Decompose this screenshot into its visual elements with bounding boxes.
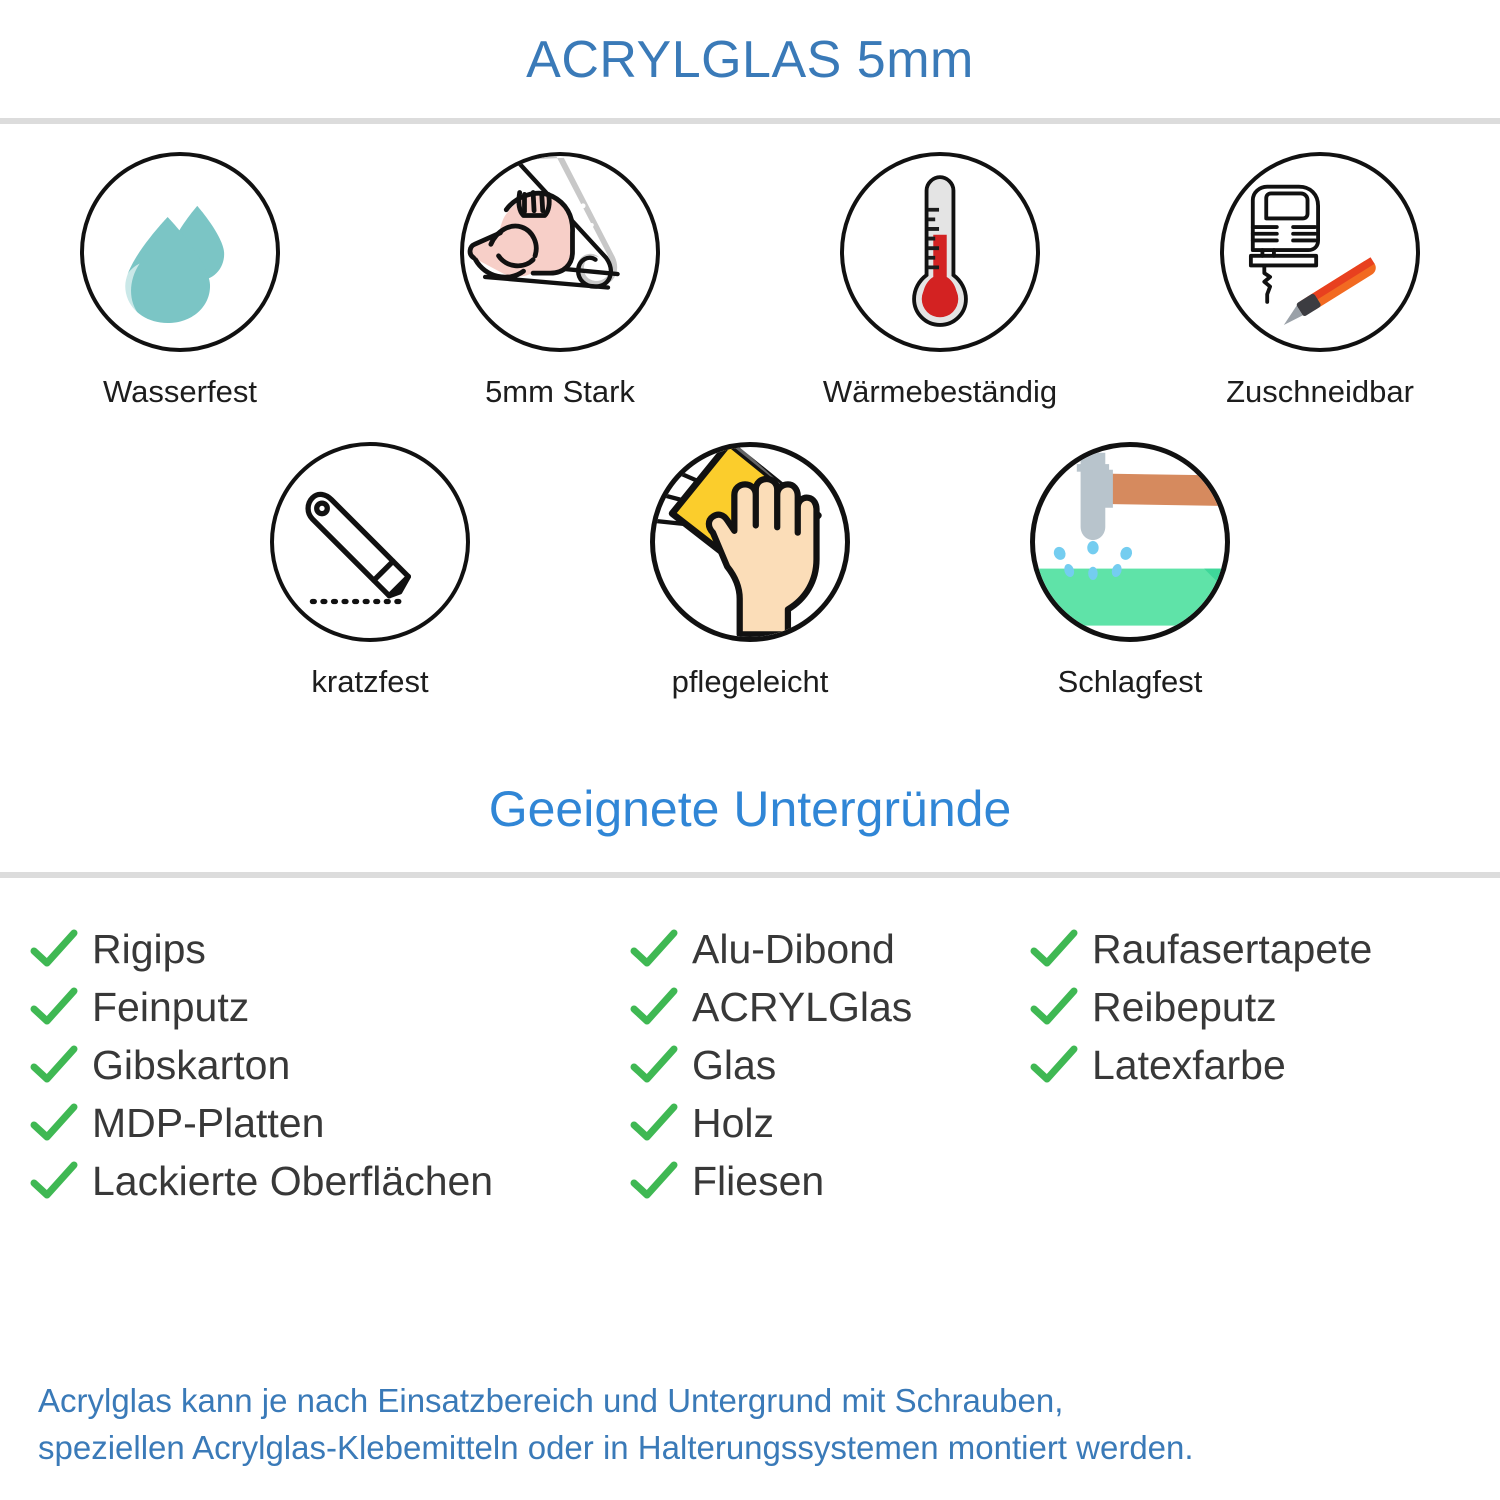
- check-icon: [30, 1161, 78, 1199]
- flexing-arm-icon: [467, 156, 620, 290]
- cutter-knife-icon: [305, 491, 412, 605]
- list-item[interactable]: ACRYLGlas: [630, 978, 1030, 1036]
- list-item-label: Holz: [692, 1099, 775, 1146]
- feature-icon-circle: [80, 152, 280, 352]
- list-item[interactable]: Latexfarbe: [1030, 1036, 1470, 1094]
- feature-row-2: kratzfest pflegeleicht: [0, 442, 1500, 700]
- check-icon: [30, 1103, 78, 1141]
- footer-note-line-2: speziellen Acrylglas-Klebemitteln oder i…: [38, 1429, 1194, 1467]
- feature-icon-circle: [270, 442, 470, 642]
- jigsaw-cutter-icon: [1248, 184, 1376, 325]
- feature-schlagfest[interactable]: Schlagfest: [1000, 442, 1260, 700]
- feature-row-1: Wasserfest: [0, 152, 1500, 410]
- list-item-label: Lackierte Oberflächen: [92, 1157, 494, 1204]
- check-icon: [1030, 929, 1078, 967]
- page-title: ACRYLGLAS 5mm: [526, 31, 974, 89]
- feature-label: Schlagfest: [1057, 664, 1203, 699]
- feature-waermebestaendig[interactable]: Wärmebeständig: [810, 152, 1070, 410]
- feature-label: pflegeleicht: [671, 664, 829, 699]
- list-item-label: Raufasertapete: [1092, 925, 1373, 972]
- thermometer-icon: [912, 175, 968, 327]
- check-icon: [30, 987, 78, 1025]
- feature-label: Wasserfest: [103, 374, 257, 409]
- feature-kratzfest[interactable]: kratzfest: [240, 442, 500, 700]
- check-icon: [630, 1103, 678, 1141]
- feature-5mm-stark[interactable]: 5mm Stark: [430, 152, 690, 410]
- suitable-substrates-list: Rigips Feinputz Gibskarton MDP-Platten L…: [0, 878, 1500, 1210]
- list-item-label: Glas: [692, 1041, 777, 1088]
- feature-icon-circle: [460, 152, 660, 352]
- list-item-label: Reibeputz: [1092, 983, 1277, 1030]
- list-item[interactable]: Reibeputz: [1030, 978, 1470, 1036]
- list-item[interactable]: Fliesen: [630, 1152, 1030, 1210]
- checklist-column-1: Rigips Feinputz Gibskarton MDP-Platten L…: [30, 920, 630, 1210]
- features-section: Wasserfest: [0, 124, 1500, 700]
- feature-wasserfest[interactable]: Wasserfest: [50, 152, 310, 410]
- feature-label: 5mm Stark: [485, 374, 635, 409]
- list-item[interactable]: Holz: [630, 1094, 1030, 1152]
- feature-icon-circle: [1030, 442, 1230, 642]
- check-icon: [630, 929, 678, 967]
- feature-icon-circle: [1220, 152, 1420, 352]
- list-item[interactable]: Rigips: [30, 920, 630, 978]
- checklist-column-2: Alu-Dibond ACRYLGlas Glas Holz Fliesen: [630, 920, 1030, 1210]
- list-item[interactable]: Gibskarton: [30, 1036, 630, 1094]
- feature-label: Wärmebeständig: [822, 374, 1058, 409]
- check-icon: [1030, 987, 1078, 1025]
- list-item[interactable]: Feinputz: [30, 978, 630, 1036]
- feature-label: Zuschneidbar: [1226, 374, 1414, 409]
- list-item-label: Alu-Dibond: [692, 925, 895, 972]
- footer-note-line-1: Acrylglas kann je nach Einsatzbereich un…: [38, 1382, 1064, 1420]
- list-item[interactable]: Lackierte Oberflächen: [30, 1152, 630, 1210]
- list-item-label: Gibskarton: [92, 1041, 291, 1088]
- check-icon: [30, 1045, 78, 1083]
- hammer-impact-icon: [1035, 452, 1225, 626]
- checklist-column-3: Raufasertapete Reibeputz Latexfarbe: [1030, 920, 1470, 1094]
- feature-icon-circle: [840, 152, 1040, 352]
- list-item[interactable]: Raufasertapete: [1030, 920, 1470, 978]
- list-item[interactable]: MDP-Platten: [30, 1094, 630, 1152]
- list-item-label: Latexfarbe: [1092, 1041, 1286, 1088]
- check-icon: [630, 1045, 678, 1083]
- list-item-label: MDP-Platten: [92, 1099, 325, 1146]
- list-item-label: Fliesen: [692, 1157, 825, 1204]
- header-divider: [0, 118, 1500, 124]
- feature-zuschneidbar[interactable]: Zuschneidbar: [1190, 152, 1450, 410]
- list-item-label: ACRYLGlas: [692, 983, 913, 1030]
- check-icon: [630, 1161, 678, 1199]
- check-icon: [30, 929, 78, 967]
- check-icon: [630, 987, 678, 1025]
- list-item-label: Rigips: [92, 925, 206, 972]
- list-item[interactable]: Glas: [630, 1036, 1030, 1094]
- footer-note: Acrylglas kann je nach Einsatzbereich un…: [38, 1378, 1470, 1472]
- list-item[interactable]: Alu-Dibond: [630, 920, 1030, 978]
- section-title: Geeignete Untergründe: [488, 781, 1012, 837]
- check-icon: [1030, 1045, 1078, 1083]
- hand-cloth-icon: [655, 447, 822, 637]
- feature-pflegeleicht[interactable]: pflegeleicht: [620, 442, 880, 700]
- feature-label: kratzfest: [311, 664, 429, 699]
- water-drops-icon: [123, 205, 225, 324]
- list-item-label: Feinputz: [92, 983, 250, 1030]
- section-divider: [0, 872, 1500, 878]
- feature-icon-circle: [650, 442, 850, 642]
